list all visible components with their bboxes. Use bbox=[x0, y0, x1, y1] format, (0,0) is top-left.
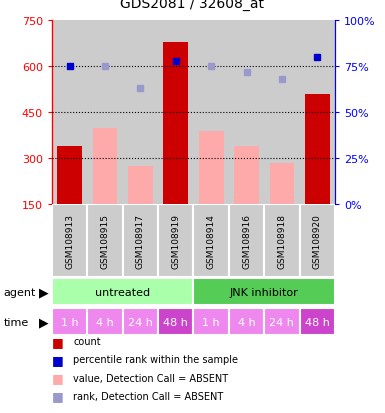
Text: 4 h: 4 h bbox=[238, 317, 255, 327]
Text: untreated: untreated bbox=[95, 287, 150, 297]
Bar bbox=[52, 309, 87, 335]
Text: ■: ■ bbox=[52, 389, 64, 402]
Text: GSM108917: GSM108917 bbox=[136, 214, 145, 268]
Bar bbox=[52, 279, 193, 305]
Bar bbox=[199, 131, 224, 205]
Text: percentile rank within the sample: percentile rank within the sample bbox=[73, 355, 238, 365]
Bar bbox=[300, 205, 335, 277]
Bar bbox=[264, 309, 300, 335]
Text: time: time bbox=[4, 317, 29, 327]
Text: 48 h: 48 h bbox=[305, 317, 330, 327]
Text: GSM108919: GSM108919 bbox=[171, 214, 180, 268]
Bar bbox=[229, 21, 264, 205]
Bar bbox=[229, 309, 264, 335]
Bar bbox=[193, 21, 229, 205]
Text: ▶: ▶ bbox=[39, 315, 49, 328]
Text: GDS2081 / 32608_at: GDS2081 / 32608_at bbox=[121, 0, 264, 11]
Bar bbox=[193, 309, 229, 335]
Bar bbox=[158, 205, 193, 277]
Text: 24 h: 24 h bbox=[270, 317, 294, 327]
Text: agent: agent bbox=[4, 287, 36, 297]
Bar bbox=[128, 166, 153, 205]
Text: ■: ■ bbox=[52, 335, 64, 348]
Bar bbox=[87, 21, 123, 205]
Text: ■: ■ bbox=[52, 353, 64, 366]
Bar bbox=[57, 147, 82, 205]
Text: 48 h: 48 h bbox=[163, 317, 188, 327]
Bar bbox=[87, 205, 123, 277]
Bar bbox=[229, 205, 264, 277]
Bar bbox=[52, 21, 87, 205]
Bar bbox=[300, 21, 335, 205]
Text: 1 h: 1 h bbox=[203, 317, 220, 327]
Bar bbox=[270, 164, 294, 205]
Text: 24 h: 24 h bbox=[128, 317, 153, 327]
Bar bbox=[193, 279, 335, 305]
Bar bbox=[123, 205, 158, 277]
Bar bbox=[93, 128, 117, 205]
Bar bbox=[163, 43, 188, 205]
Bar bbox=[158, 309, 193, 335]
Text: count: count bbox=[73, 337, 101, 347]
Text: 1 h: 1 h bbox=[61, 317, 79, 327]
Text: ▶: ▶ bbox=[39, 285, 49, 299]
Bar bbox=[193, 205, 229, 277]
Bar bbox=[264, 21, 300, 205]
Bar bbox=[123, 309, 158, 335]
Bar bbox=[87, 309, 123, 335]
Bar bbox=[264, 205, 300, 277]
Text: GSM108915: GSM108915 bbox=[100, 214, 110, 268]
Text: ■: ■ bbox=[52, 371, 64, 384]
Text: 4 h: 4 h bbox=[96, 317, 114, 327]
Bar bbox=[305, 95, 330, 205]
Text: JNK inhibitor: JNK inhibitor bbox=[230, 287, 299, 297]
Bar bbox=[234, 147, 259, 205]
Bar bbox=[52, 205, 87, 277]
Text: value, Detection Call = ABSENT: value, Detection Call = ABSENT bbox=[73, 373, 228, 383]
Text: GSM108918: GSM108918 bbox=[277, 214, 286, 268]
Bar bbox=[300, 309, 335, 335]
Text: GSM108920: GSM108920 bbox=[313, 214, 322, 268]
Text: GSM108913: GSM108913 bbox=[65, 214, 74, 268]
Text: GSM108914: GSM108914 bbox=[207, 214, 216, 268]
Text: rank, Detection Call = ABSENT: rank, Detection Call = ABSENT bbox=[73, 391, 223, 401]
Bar bbox=[123, 21, 158, 205]
Bar bbox=[158, 21, 193, 205]
Text: GSM108916: GSM108916 bbox=[242, 214, 251, 268]
